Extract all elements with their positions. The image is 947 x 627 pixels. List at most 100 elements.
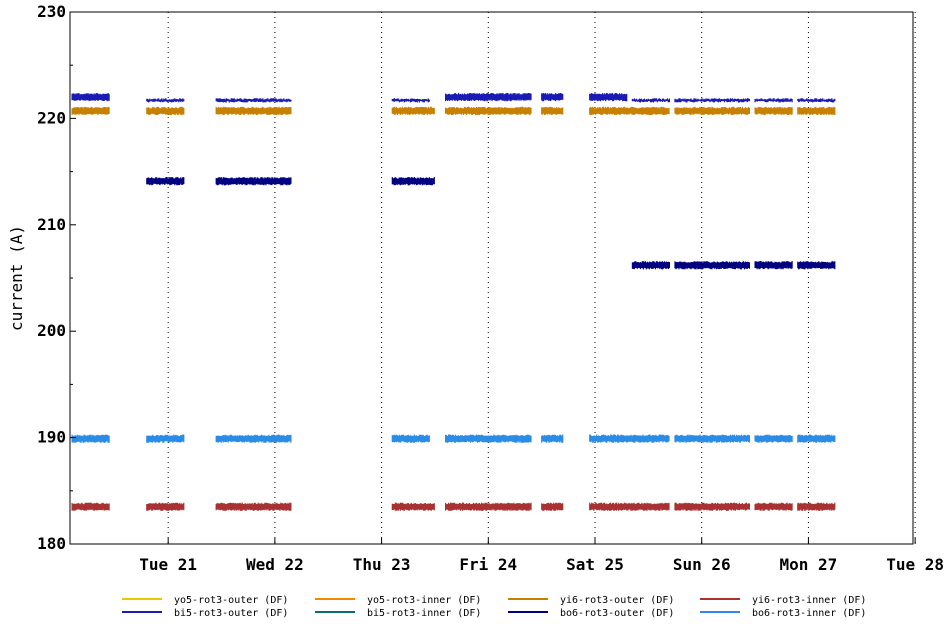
series-segment [754, 502, 793, 511]
series-segment [626, 434, 670, 443]
series-segment [674, 261, 713, 270]
series-segment [71, 434, 110, 443]
series-segment [71, 106, 110, 115]
series-segment [541, 434, 564, 443]
series-yi6-rot3-inner-df- [71, 502, 836, 511]
series-segment [674, 434, 713, 443]
series-segment [797, 261, 836, 270]
series-yi6-rot3-outer-df- [71, 106, 836, 116]
series-segment [215, 177, 259, 186]
series-segment [258, 502, 292, 511]
grid-lines [167, 12, 916, 544]
series-segment [589, 434, 628, 443]
series-segment [482, 434, 532, 443]
series-segment [754, 98, 793, 103]
series-segment [711, 434, 750, 443]
y-tick-label: 210 [37, 215, 66, 234]
series-segment [482, 106, 532, 116]
x-tick-label: Wed 22 [246, 555, 304, 574]
legend-item: yo5-rot3-outer (DF) [122, 595, 288, 606]
series-segment [215, 106, 259, 116]
series-segment [71, 93, 110, 102]
series-segment [797, 98, 836, 103]
series-segment [797, 434, 836, 443]
y-tick-label: 220 [37, 108, 66, 127]
series-segment [541, 502, 564, 511]
series-segment [146, 98, 185, 103]
legend-item: yi6-rot3-outer (DF) [508, 595, 674, 606]
series-bi5-rot3-outer-df- [71, 92, 836, 103]
series-segment [391, 98, 430, 103]
y-tick-label: 190 [37, 428, 66, 447]
legend-item: bi5-rot3-outer (DF) [122, 608, 288, 619]
legend-label: yi6-rot3-inner (DF) [752, 595, 866, 606]
series-bo6-rot3-inner-df- [71, 434, 836, 443]
series-segment [445, 502, 484, 511]
series-segment [258, 177, 292, 186]
series-layer [71, 92, 836, 511]
x-tick-label: Tue 21 [139, 555, 197, 574]
series-segment [589, 106, 628, 116]
legend-label: bi5-rot3-inner (DF) [367, 608, 481, 619]
series-segment [71, 502, 110, 511]
legend-label: yo5-rot3-outer (DF) [174, 595, 288, 606]
series-segment [482, 93, 532, 102]
series-segment [146, 502, 185, 511]
series-segment [674, 106, 713, 116]
y-tick-label: 200 [37, 321, 66, 340]
legend-item: yi6-rot3-inner (DF) [700, 595, 866, 606]
series-segment [711, 261, 750, 270]
series-bo6-rot3-outer-df- [146, 177, 836, 270]
series-segment [258, 434, 292, 443]
x-axis: Tue 21 Wed 22 Thu 23 Fri 24 Sat 25 Sun 26 Mon … [139, 538, 944, 574]
legend-item: bo6-rot3-inner (DF) [700, 608, 866, 619]
series-segment [146, 177, 185, 186]
y-tick-label: 180 [37, 534, 66, 553]
x-tick-label: Sun 26 [673, 555, 731, 574]
series-segment [146, 434, 185, 443]
legend-label: yo5-rot3-inner (DF) [367, 595, 481, 606]
series-segment [482, 502, 532, 511]
series-segment [445, 434, 484, 443]
plot-area-frame [69, 11, 914, 545]
series-segment [215, 434, 259, 443]
series-segment [258, 106, 292, 116]
series-segment [391, 502, 435, 511]
legend-label: bo6-rot3-inner (DF) [752, 608, 866, 619]
x-tick-label: Sat 25 [566, 555, 624, 574]
legend: yo5-rot3-outer (DF) yo5-rot3-inner (DF) yi… [122, 595, 866, 619]
series-segment [146, 106, 185, 116]
series-segment [391, 106, 435, 116]
legend-label: yi6-rot3-outer (DF) [560, 595, 674, 606]
series-segment [445, 106, 484, 116]
x-tick-label: Tue 28 [886, 555, 944, 574]
series-segment [674, 98, 713, 103]
legend-label: bi5-rot3-outer (DF) [174, 608, 288, 619]
series-segment [215, 98, 259, 103]
series-segment [754, 261, 793, 270]
series-segment [258, 98, 292, 103]
x-tick-label: Fri 24 [459, 555, 517, 574]
legend-label: bo6-rot3-outer (DF) [560, 608, 674, 619]
legend-item: yo5-rot3-inner (DF) [315, 595, 481, 606]
series-segment [541, 93, 564, 102]
series-segment [391, 177, 435, 186]
legend-item: bo6-rot3-outer (DF) [508, 608, 674, 619]
series-segment [589, 93, 628, 102]
series-segment [754, 434, 793, 443]
series-segment [215, 502, 259, 511]
series-segment [445, 92, 484, 102]
series-segment [626, 106, 670, 116]
series-segment [631, 261, 670, 270]
y-tick-label: 230 [37, 2, 66, 21]
series-segment [711, 98, 750, 103]
series-segment [589, 502, 628, 511]
series-segment [626, 502, 670, 511]
series-segment [541, 106, 564, 116]
series-segment [797, 502, 836, 511]
series-segment [391, 434, 430, 443]
y-axis-label: current (A) [7, 225, 26, 331]
x-tick-label: Mon 27 [780, 555, 838, 574]
series-segment [797, 106, 836, 116]
